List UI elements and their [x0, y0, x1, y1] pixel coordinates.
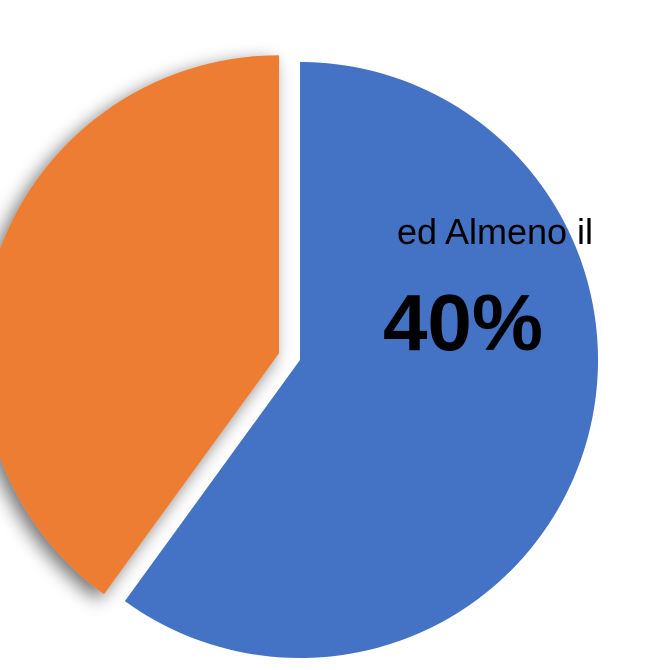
pie-slices [0, 55, 599, 659]
pie-slice-1 [124, 62, 599, 659]
pie-labels: ed Almeno il 40% [383, 211, 593, 367]
slice-value-40-percent: 40% [383, 278, 543, 367]
slice-label-ed-almeno-il: ed Almeno il [397, 211, 593, 252]
pie-slice-2 [0, 55, 280, 595]
